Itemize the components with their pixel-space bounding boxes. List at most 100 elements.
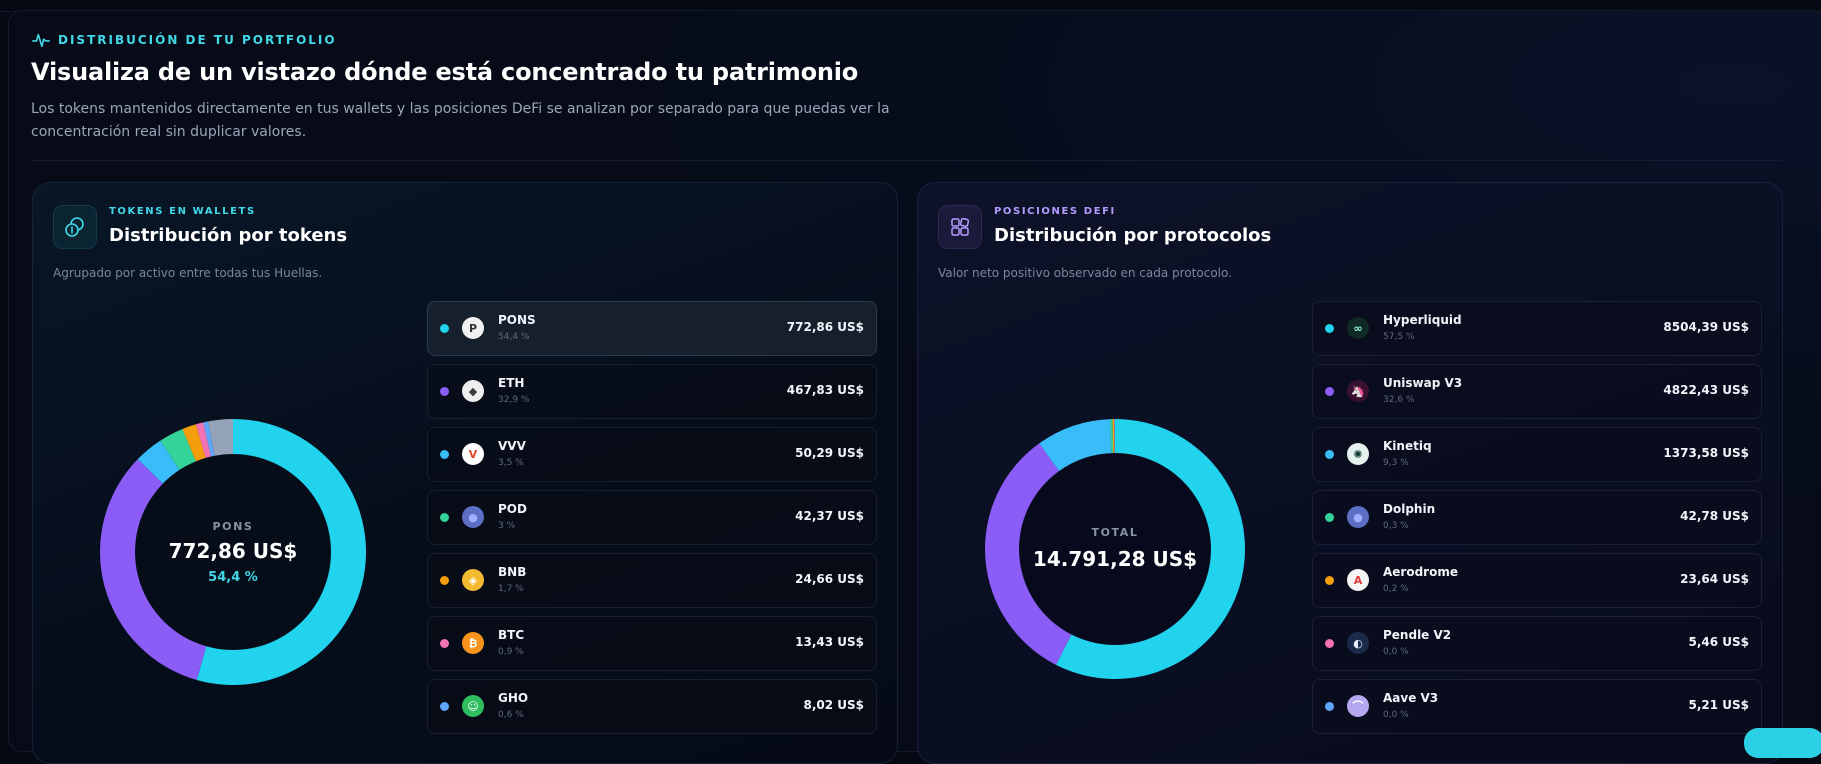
section-eyebrow: DISTRIBUCIÓN DE TU PORTFOLIO bbox=[32, 31, 337, 49]
donut-center-value: 14.791,28 US$ bbox=[984, 547, 1246, 571]
item-percentage: 54,4 % bbox=[498, 332, 529, 342]
series-color-dot bbox=[1325, 702, 1334, 711]
bnb-logo-icon: ◈ bbox=[462, 569, 484, 591]
defi-panel: POSICIONES DEFI Distribución por protoco… bbox=[917, 182, 1783, 764]
list-item-pendle-v2[interactable]: ◐ Pendle V2 0,0 % 5,46 US$ bbox=[1312, 616, 1762, 671]
defi-donut-chart: TOTAL 14.791,28 US$ bbox=[984, 418, 1246, 680]
item-value: 1373,58 US$ bbox=[1663, 446, 1749, 460]
item-value: 8504,39 US$ bbox=[1663, 320, 1749, 334]
item-value: 42,37 US$ bbox=[795, 509, 864, 523]
series-color-dot bbox=[1325, 450, 1334, 459]
pendle-v2-logo-icon: ◐ bbox=[1347, 632, 1369, 654]
aave-v3-logo-icon: ⌒ bbox=[1347, 695, 1369, 717]
series-color-dot bbox=[440, 576, 449, 585]
series-color-dot bbox=[440, 639, 449, 648]
item-name: GHO bbox=[498, 691, 528, 705]
section-eyebrow-label: DISTRIBUCIÓN DE TU PORTFOLIO bbox=[58, 33, 337, 47]
list-item-pons[interactable]: P PONS 54,4 % 772,86 US$ bbox=[427, 301, 877, 356]
series-color-dot bbox=[1325, 576, 1334, 585]
panel-title: Distribución por tokens bbox=[109, 225, 347, 246]
series-color-dot bbox=[440, 513, 449, 522]
item-name: BNB bbox=[498, 565, 526, 579]
item-percentage: 0,6 % bbox=[498, 710, 524, 720]
item-percentage: 1,7 % bbox=[498, 584, 524, 594]
item-name: Uniswap V3 bbox=[1383, 376, 1462, 390]
series-color-dot bbox=[440, 702, 449, 711]
panel-eyebrow: TOKENS EN WALLETS bbox=[109, 206, 256, 217]
item-percentage: 3 % bbox=[498, 521, 515, 531]
dolphin-logo-icon: ● bbox=[1347, 506, 1369, 528]
item-name: PONS bbox=[498, 313, 536, 327]
floating-action-button[interactable] bbox=[1744, 728, 1821, 758]
list-item-gho[interactable]: ☺ GHO 0,6 % 8,02 US$ bbox=[427, 679, 877, 734]
vvv-logo-icon: V bbox=[462, 443, 484, 465]
layout-grid-icon bbox=[938, 205, 982, 249]
list-item-hyperliquid[interactable]: ∞ Hyperliquid 57,5 % 8504,39 US$ bbox=[1312, 301, 1762, 356]
list-item-aave-v3[interactable]: ⌒ Aave V3 0,0 % 5,21 US$ bbox=[1312, 679, 1762, 734]
item-value: 24,66 US$ bbox=[795, 572, 864, 586]
item-value: 5,21 US$ bbox=[1688, 698, 1749, 712]
activity-icon bbox=[32, 31, 50, 49]
item-value: 4822,43 US$ bbox=[1663, 383, 1749, 397]
item-value: 5,46 US$ bbox=[1688, 635, 1749, 649]
item-name: Dolphin bbox=[1383, 502, 1435, 516]
item-value: 23,64 US$ bbox=[1680, 572, 1749, 586]
tokens-donut-chart: PONS 772,86 US$ 54,4 % bbox=[99, 418, 367, 686]
list-item-btc[interactable]: ₿ BTC 0,9 % 13,43 US$ bbox=[427, 616, 877, 671]
hyperliquid-logo-icon: ∞ bbox=[1347, 317, 1369, 339]
panel-eyebrow: POSICIONES DEFI bbox=[994, 206, 1116, 217]
series-color-dot bbox=[1325, 324, 1334, 333]
panel-title: Distribución por protocolos bbox=[994, 225, 1271, 246]
coins-icon bbox=[53, 205, 97, 249]
tokens-panel: TOKENS EN WALLETS Distribución por token… bbox=[32, 182, 898, 764]
item-name: Kinetiq bbox=[1383, 439, 1432, 453]
item-value: 8,02 US$ bbox=[803, 698, 864, 712]
item-percentage: 57,5 % bbox=[1383, 332, 1414, 342]
pod-logo-icon: ● bbox=[462, 506, 484, 528]
page-description: Los tokens mantenidos directamente en tu… bbox=[31, 98, 931, 144]
series-color-dot bbox=[1325, 639, 1334, 648]
gho-logo-icon: ☺ bbox=[462, 695, 484, 717]
series-color-dot bbox=[1325, 513, 1334, 522]
donut-center-pct: 54,4 % bbox=[99, 570, 367, 585]
item-percentage: 0,0 % bbox=[1383, 647, 1409, 657]
item-percentage: 0,0 % bbox=[1383, 710, 1409, 720]
series-color-dot bbox=[1325, 387, 1334, 396]
series-color-dot bbox=[440, 324, 449, 333]
aerodrome-logo-icon: A bbox=[1347, 569, 1369, 591]
item-percentage: 0,9 % bbox=[498, 647, 524, 657]
divider bbox=[31, 160, 1781, 161]
panel-subtitle: Valor neto positivo observado en cada pr… bbox=[938, 266, 1232, 280]
item-name: Aave V3 bbox=[1383, 691, 1438, 705]
item-percentage: 0,3 % bbox=[1383, 521, 1409, 531]
item-value: 50,29 US$ bbox=[795, 446, 864, 460]
item-name: ETH bbox=[498, 376, 524, 390]
item-percentage: 9,3 % bbox=[1383, 458, 1409, 468]
item-name: VVV bbox=[498, 439, 526, 453]
item-name: BTC bbox=[498, 628, 524, 642]
item-name: Hyperliquid bbox=[1383, 313, 1462, 327]
pons-logo-icon: P bbox=[462, 317, 484, 339]
series-color-dot bbox=[440, 387, 449, 396]
item-value: 772,86 US$ bbox=[787, 320, 864, 334]
panel-subtitle: Agrupado por activo entre todas tus Huel… bbox=[53, 266, 322, 280]
item-name: Aerodrome bbox=[1383, 565, 1458, 579]
series-color-dot bbox=[440, 450, 449, 459]
donut-center-label: TOTAL bbox=[984, 526, 1246, 539]
item-name: Pendle V2 bbox=[1383, 628, 1451, 642]
donut-center-label: PONS bbox=[99, 520, 367, 533]
item-value: 13,43 US$ bbox=[795, 635, 864, 649]
donut-center-value: 772,86 US$ bbox=[99, 539, 367, 563]
page-title: Visualiza de un vistazo dónde está conce… bbox=[31, 58, 858, 86]
list-item-bnb[interactable]: ◈ BNB 1,7 % 24,66 US$ bbox=[427, 553, 877, 608]
btc-logo-icon: ₿ bbox=[462, 632, 484, 654]
eth-logo-icon: ◆ bbox=[462, 380, 484, 402]
uniswap-v3-logo-icon: 🦄 bbox=[1347, 380, 1369, 402]
